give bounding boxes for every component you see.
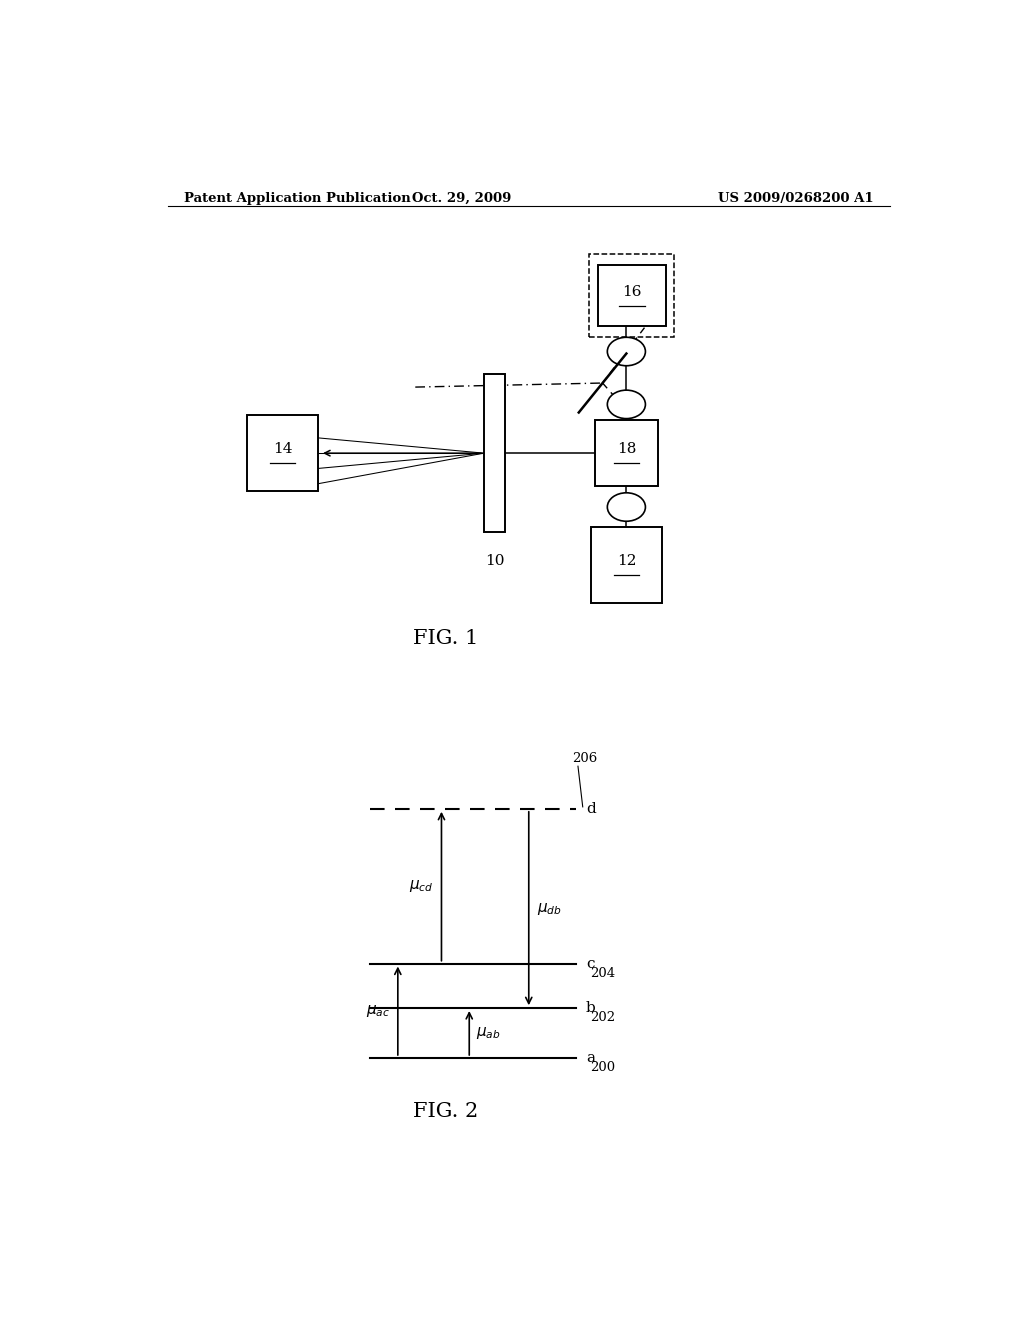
Text: $\mu_{ac}$: $\mu_{ac}$: [366, 1003, 390, 1019]
Text: 18: 18: [616, 442, 636, 457]
Bar: [598, 265, 666, 326]
Text: 12: 12: [616, 554, 636, 568]
Text: 204: 204: [590, 966, 615, 979]
Text: FIG. 2: FIG. 2: [413, 1102, 478, 1121]
Text: d: d: [586, 801, 596, 816]
Bar: [590, 253, 675, 338]
Bar: [247, 414, 318, 491]
Text: 10: 10: [485, 554, 505, 569]
Text: $\mu_{db}$: $\mu_{db}$: [537, 900, 561, 916]
Ellipse shape: [607, 338, 645, 366]
Text: FIG. 1: FIG. 1: [413, 628, 478, 648]
Text: 202: 202: [590, 1011, 615, 1024]
Text: 200: 200: [590, 1061, 615, 1074]
Text: a: a: [586, 1051, 595, 1065]
Bar: [484, 375, 506, 532]
Text: Oct. 29, 2009: Oct. 29, 2009: [412, 191, 511, 205]
Text: c: c: [586, 957, 594, 970]
Text: 206: 206: [572, 752, 598, 766]
Text: b: b: [586, 1001, 596, 1015]
Text: 16: 16: [623, 285, 642, 298]
Ellipse shape: [607, 391, 645, 418]
Text: US 2009/0268200 A1: US 2009/0268200 A1: [719, 191, 873, 205]
Bar: [591, 527, 663, 603]
Text: $\mu_{ab}$: $\mu_{ab}$: [475, 1026, 501, 1041]
Text: Patent Application Publication: Patent Application Publication: [183, 191, 411, 205]
Text: 14: 14: [273, 442, 293, 457]
Ellipse shape: [607, 492, 645, 521]
Text: $\mu_{cd}$: $\mu_{cd}$: [409, 878, 433, 894]
Bar: [595, 420, 658, 486]
